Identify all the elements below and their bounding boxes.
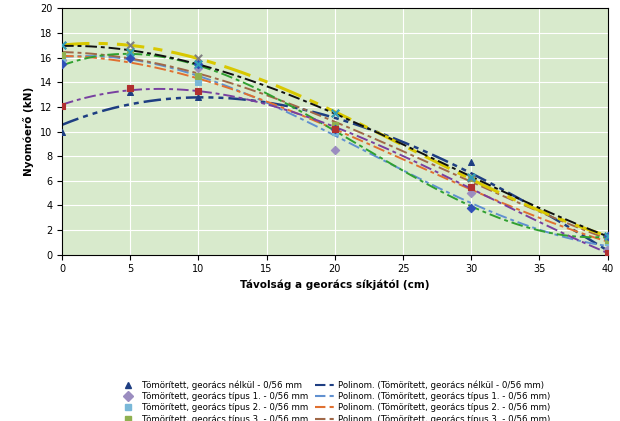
Point xyxy=(466,184,476,190)
Point xyxy=(330,126,340,133)
Point xyxy=(330,110,340,117)
Point xyxy=(193,64,203,71)
Point xyxy=(330,147,340,153)
Point xyxy=(193,73,203,80)
Point xyxy=(603,245,613,252)
Y-axis label: Nyomóerő (kN): Nyomóerő (kN) xyxy=(24,87,34,176)
Point xyxy=(125,89,135,96)
Point xyxy=(330,122,340,129)
Point xyxy=(466,175,476,182)
Point xyxy=(193,61,203,67)
Point xyxy=(466,175,476,182)
Point xyxy=(57,52,67,59)
Point xyxy=(125,52,135,59)
Point xyxy=(330,110,340,117)
Point xyxy=(193,94,203,101)
Point xyxy=(57,102,67,109)
Point xyxy=(57,56,67,62)
Point xyxy=(603,250,613,257)
Point xyxy=(466,174,476,181)
Point xyxy=(466,159,476,166)
Point xyxy=(193,88,203,94)
Point xyxy=(330,126,340,133)
Point xyxy=(57,42,67,49)
Point xyxy=(603,239,613,246)
Point xyxy=(466,184,476,190)
Point xyxy=(330,128,340,135)
Legend: Tömörített, georács nélkül - 0/56 mm, Tömörített, georács típus 1. - 0/56 mm, Tö: Tömörített, georács nélkül - 0/56 mm, Tö… xyxy=(115,377,554,421)
X-axis label: Távolság a georács síkjától (cm): Távolság a georács síkjától (cm) xyxy=(240,280,430,290)
Point xyxy=(193,79,203,86)
Point xyxy=(603,250,613,257)
Point xyxy=(125,48,135,55)
Point xyxy=(193,54,203,61)
Point xyxy=(466,190,476,197)
Point xyxy=(603,237,613,243)
Point xyxy=(125,85,135,92)
Point xyxy=(125,54,135,61)
Point xyxy=(466,205,476,211)
Point xyxy=(330,128,340,135)
Point xyxy=(603,233,613,240)
Point xyxy=(57,57,67,64)
Point xyxy=(603,233,613,240)
Point xyxy=(57,42,67,49)
Point xyxy=(57,128,67,135)
Point xyxy=(125,54,135,61)
Point xyxy=(125,48,135,55)
Point xyxy=(125,42,135,49)
Point xyxy=(603,233,613,240)
Point xyxy=(193,61,203,67)
Point xyxy=(57,61,67,67)
